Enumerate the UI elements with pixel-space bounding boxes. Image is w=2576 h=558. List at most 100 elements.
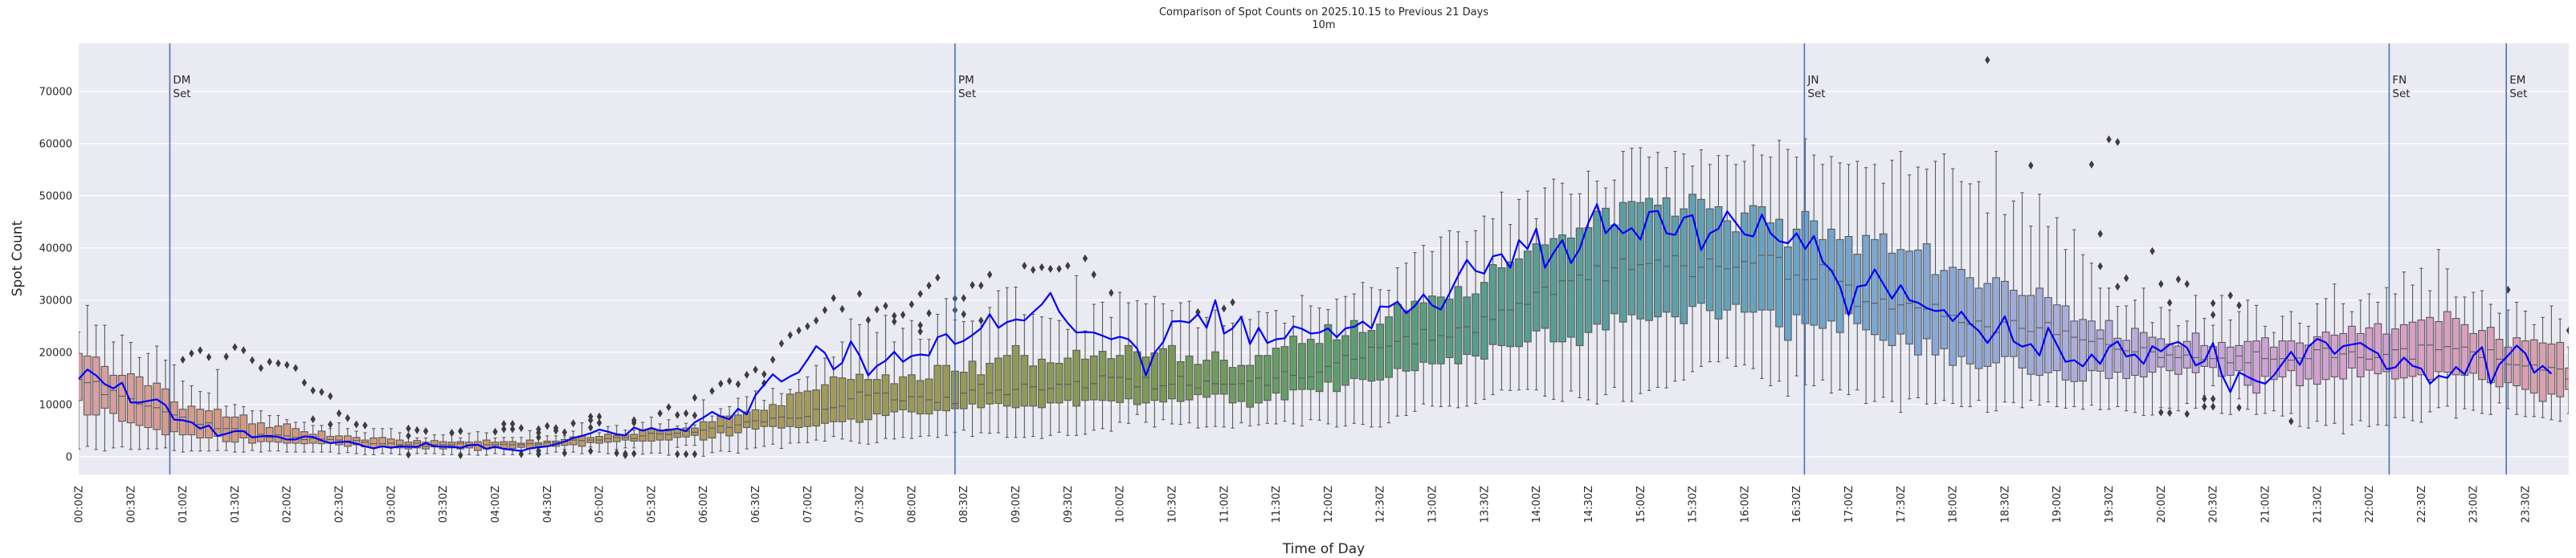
box <box>1011 287 1020 438</box>
x-tick-label: 04:30Z <box>542 486 554 523</box>
set-marker-label: FN <box>2392 74 2407 87</box>
outlier-point <box>561 449 568 458</box>
box-body <box>1766 222 1775 311</box>
outlier-point <box>492 427 498 436</box>
box <box>1810 154 1819 387</box>
x-tick-label: 08:00Z <box>906 486 918 523</box>
x-tick-label: 19:00Z <box>2051 486 2064 523</box>
box-body <box>1038 358 1046 409</box>
x-tick-label: 10:00Z <box>1115 486 1127 523</box>
box-body <box>691 427 699 436</box>
box-body <box>2139 332 2148 377</box>
box <box>1228 322 1237 429</box>
set-marker-label: Set <box>958 88 976 100</box>
outlier-point <box>683 450 689 458</box>
outlier-point <box>284 360 290 369</box>
box-body <box>1983 283 1992 367</box>
box-body <box>317 430 326 445</box>
outlier-point <box>2158 408 2164 417</box>
box <box>2305 325 2313 429</box>
box <box>1211 309 1219 427</box>
x-tick-label: 11:00Z <box>1219 486 1231 523</box>
box <box>500 437 508 455</box>
outlier-point <box>978 281 984 290</box>
box-body <box>205 410 213 439</box>
box-body <box>1549 238 1558 343</box>
outlier-point <box>718 379 724 388</box>
box-body <box>716 415 725 434</box>
box-body <box>1922 243 1931 340</box>
box <box>803 376 812 443</box>
box <box>1038 316 1046 439</box>
box <box>256 410 265 453</box>
box-body <box>1255 355 1263 404</box>
box <box>760 400 769 447</box>
box <box>916 339 925 438</box>
outlier-point <box>258 364 264 373</box>
box-body <box>118 374 126 422</box>
box-body <box>1662 197 1671 313</box>
box-body <box>1315 343 1324 393</box>
box-body <box>239 414 248 439</box>
box-body <box>1393 303 1402 369</box>
x-tick-label: 05:30Z <box>646 486 658 523</box>
box-body <box>1376 324 1385 381</box>
box <box>1125 302 1133 424</box>
set-marker-label: PM <box>958 74 974 87</box>
box-body <box>2391 328 2399 380</box>
box-body <box>1740 212 1749 313</box>
box <box>778 393 786 450</box>
box <box>2556 318 2565 422</box>
x-tick-label: 19:30Z <box>2104 486 2116 523</box>
box <box>1523 190 1532 390</box>
box <box>1098 301 1107 430</box>
outlier-point <box>310 415 316 424</box>
box <box>1983 212 1992 413</box>
box <box>491 437 500 454</box>
outlier-point <box>509 419 516 428</box>
box <box>1671 151 1680 382</box>
outlier-point <box>692 411 698 420</box>
box-body <box>1610 224 1619 315</box>
box <box>2235 311 2243 400</box>
box <box>386 428 395 454</box>
box-body <box>1436 296 1445 365</box>
x-tick-label: 23:30Z <box>2520 486 2532 523</box>
box <box>1922 169 1931 405</box>
box-body <box>256 422 265 442</box>
box-body <box>169 401 178 433</box>
box-body <box>794 392 803 429</box>
box-body <box>968 360 977 405</box>
box <box>899 328 908 438</box>
box-body <box>1272 348 1280 394</box>
box <box>986 307 994 434</box>
x-tick-label: 07:30Z <box>855 486 867 523</box>
box <box>595 432 603 453</box>
box <box>2408 284 2417 422</box>
box-body <box>1306 339 1315 390</box>
box <box>655 423 664 454</box>
box-body <box>1089 355 1098 401</box>
x-tick-label: 21:00Z <box>2260 486 2272 523</box>
outlier-point <box>596 412 602 421</box>
box-body <box>439 441 447 450</box>
x-tick-labels: 00:00Z 00:30Z 01:00Z 01:30Z 02:00Z 02:30Z 03:0… <box>74 486 2533 523</box>
box-body <box>2113 337 2122 373</box>
box <box>821 357 829 442</box>
outlier-point <box>2227 291 2233 300</box>
outlier-point <box>301 378 308 387</box>
box-body <box>1749 205 1757 313</box>
box-body <box>1029 365 1038 407</box>
y-tick-label: 50000 <box>39 190 72 202</box>
outlier-point <box>310 386 316 395</box>
box <box>2113 306 2122 408</box>
box-body <box>1602 207 1610 331</box>
box <box>1367 287 1376 428</box>
outlier-point <box>561 428 568 437</box>
box-body <box>2339 332 2348 380</box>
box <box>1819 164 1827 381</box>
box-body <box>1472 293 1480 356</box>
outlier-point <box>2184 409 2190 418</box>
box-body <box>500 441 508 450</box>
box <box>847 318 855 442</box>
